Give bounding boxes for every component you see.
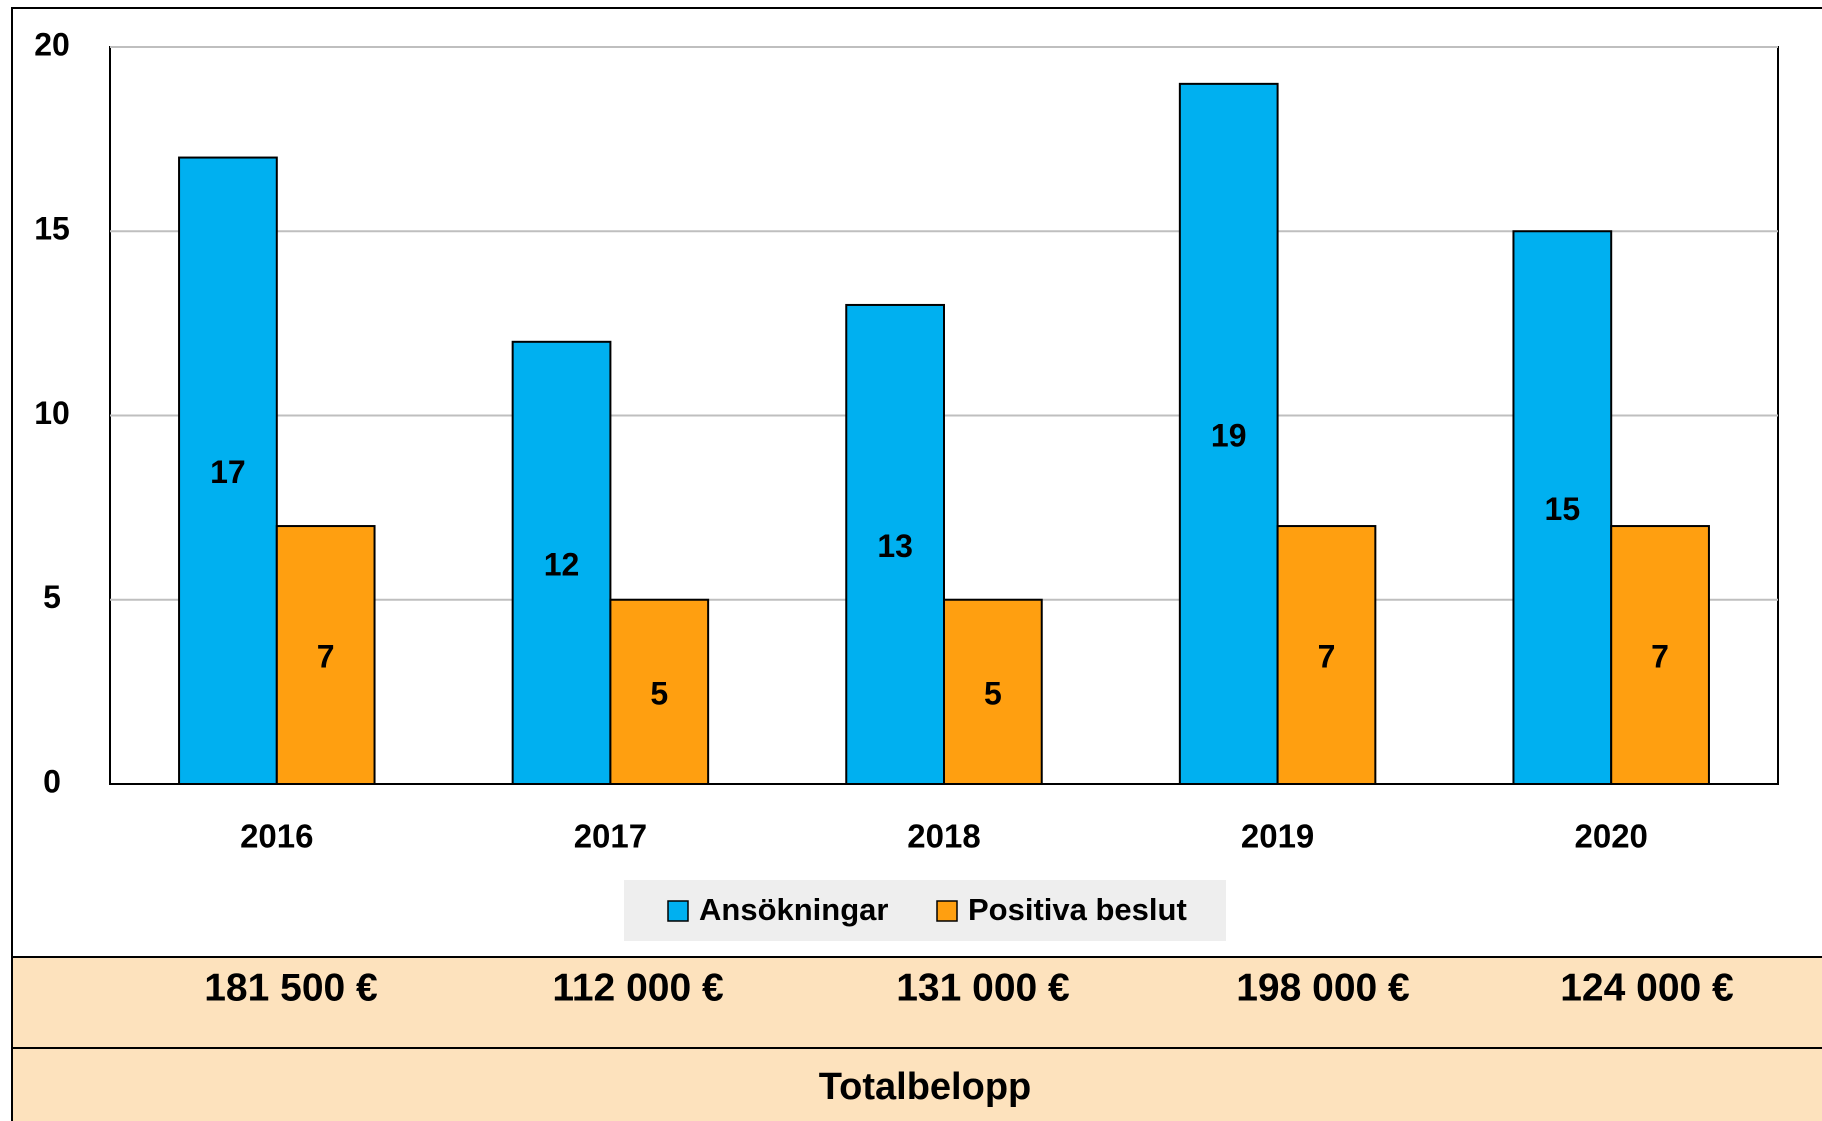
data-label: 7 bbox=[317, 638, 335, 674]
bar bbox=[1512, 230, 1613, 785]
table-label: Totalbelopp bbox=[819, 1066, 1032, 1108]
bar bbox=[1610, 525, 1710, 785]
legend-swatch bbox=[667, 900, 689, 922]
amount: 124 000 € bbox=[1560, 966, 1734, 1009]
y-tick-label: 20 bbox=[34, 26, 70, 62]
bar bbox=[275, 525, 376, 785]
legend-label: Ansökningar bbox=[699, 892, 888, 927]
x-tick-label: 2018 bbox=[907, 818, 980, 855]
x-tick-label: 2016 bbox=[240, 818, 313, 855]
data-label: 5 bbox=[650, 675, 668, 711]
data-label: 19 bbox=[1211, 417, 1247, 453]
bar bbox=[943, 598, 1043, 785]
data-label: 13 bbox=[877, 528, 913, 564]
data-label: 5 bbox=[984, 675, 1002, 711]
x-tick-label: 2020 bbox=[1574, 818, 1647, 855]
legend-label: Positiva beslut bbox=[968, 892, 1187, 927]
bar bbox=[845, 303, 945, 785]
label-row bbox=[11, 1047, 1822, 1121]
x-tick-label: 2017 bbox=[574, 818, 647, 855]
legend-swatch bbox=[936, 900, 958, 922]
y-tick-label: 0 bbox=[43, 763, 61, 799]
data-label: 7 bbox=[1318, 638, 1336, 674]
amount: 131 000 € bbox=[896, 966, 1070, 1009]
y-tick-label: 10 bbox=[34, 395, 70, 431]
bar bbox=[1178, 82, 1279, 786]
data-label: 15 bbox=[1545, 491, 1581, 527]
y-tick-label: 5 bbox=[43, 579, 61, 615]
x-tick-label: 2019 bbox=[1241, 818, 1314, 855]
amount: 181 500 € bbox=[204, 966, 378, 1009]
amount: 198 000 € bbox=[1236, 966, 1410, 1009]
bar bbox=[1276, 525, 1377, 785]
data-label: 7 bbox=[1651, 638, 1669, 674]
y-tick-label: 15 bbox=[34, 211, 70, 247]
bar bbox=[178, 156, 278, 786]
legend bbox=[624, 880, 1226, 941]
amount-row bbox=[11, 956, 1822, 1049]
data-label: 12 bbox=[544, 546, 580, 582]
amount: 112 000 € bbox=[552, 966, 723, 1009]
data-label: 17 bbox=[210, 454, 246, 490]
